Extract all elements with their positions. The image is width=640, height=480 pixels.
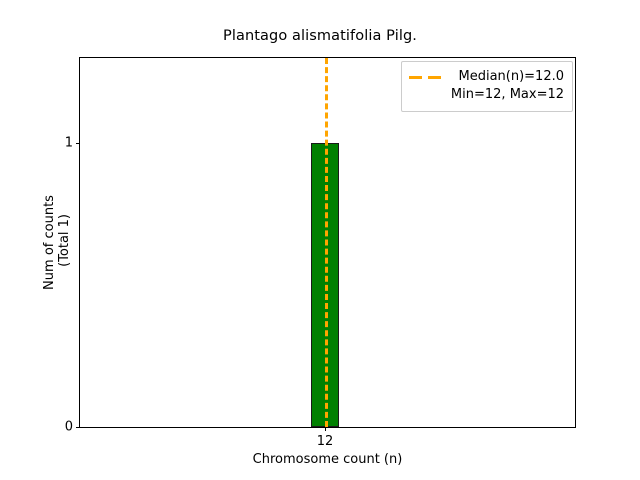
legend: Median(n)=12.0 Min=12, Max=12 xyxy=(400,61,573,112)
ytick-mark-1 xyxy=(76,143,80,145)
xtick-mark-12 xyxy=(325,427,327,431)
ytick-mark-0 xyxy=(76,427,80,428)
ytick-label-0: 0 xyxy=(64,419,73,435)
xtick-label-12: 12 xyxy=(316,434,334,449)
histogram-bar-12 xyxy=(311,143,339,427)
page-title: Plantago alismatifolia Pilg. xyxy=(223,28,417,44)
median-line xyxy=(325,58,329,427)
ytick-label-1: 1 xyxy=(64,135,73,151)
plot-inner-clip xyxy=(80,58,575,427)
x-axis-label: Chromosome count (n) xyxy=(252,452,403,467)
legend-labels: Median(n)=12.0 Min=12, Max=12 xyxy=(451,68,564,105)
y-axis-label: Num of counts (Total 1) xyxy=(41,195,72,290)
legend-label-minmax: Min=12, Max=12 xyxy=(450,87,564,103)
plot-area: 0 1 12 Median(n)=12.0 Min=12, Max=12 xyxy=(65,57,576,448)
legend-label-median: Median(n)=12.0 xyxy=(458,69,564,84)
legend-dashed-line-icon xyxy=(408,70,443,86)
